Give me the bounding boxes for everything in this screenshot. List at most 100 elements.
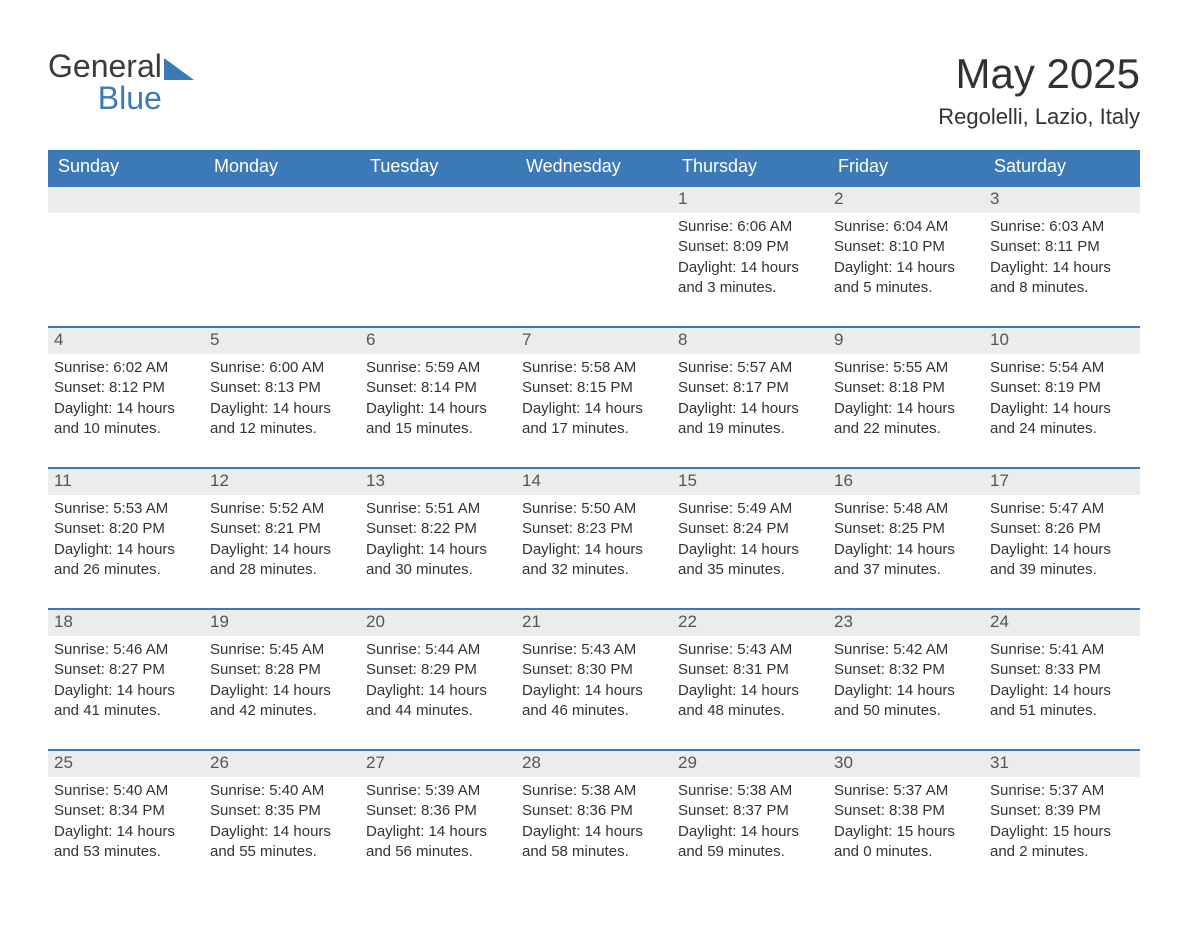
day-number: 17 xyxy=(984,467,1140,495)
day-number: 22 xyxy=(672,608,828,636)
sunset-text: Sunset: 8:09 PM xyxy=(678,237,822,257)
sunset-text: Sunset: 8:17 PM xyxy=(678,378,822,398)
calendar-cell: 26Sunrise: 5:40 AMSunset: 8:35 PMDayligh… xyxy=(204,749,360,890)
sunrise-text: Sunrise: 5:48 AM xyxy=(834,499,978,519)
day-number xyxy=(516,185,672,213)
day-number: 31 xyxy=(984,749,1140,777)
sunrise-text: Sunrise: 6:03 AM xyxy=(990,217,1134,237)
daylight-text: Daylight: 14 hours and 44 minutes. xyxy=(366,681,510,722)
daylight-text: Daylight: 14 hours and 5 minutes. xyxy=(834,258,978,299)
day-details: Sunrise: 5:37 AMSunset: 8:38 PMDaylight:… xyxy=(828,777,984,862)
day-number: 24 xyxy=(984,608,1140,636)
daylight-text: Daylight: 14 hours and 10 minutes. xyxy=(54,399,198,440)
sunrise-text: Sunrise: 5:41 AM xyxy=(990,640,1134,660)
sunrise-text: Sunrise: 5:58 AM xyxy=(522,358,666,378)
day-details: Sunrise: 5:51 AMSunset: 8:22 PMDaylight:… xyxy=(360,495,516,580)
day-number: 1 xyxy=(672,185,828,213)
day-number: 27 xyxy=(360,749,516,777)
calendar-cell: 5Sunrise: 6:00 AMSunset: 8:13 PMDaylight… xyxy=(204,326,360,467)
sunrise-text: Sunrise: 5:43 AM xyxy=(678,640,822,660)
sunrise-text: Sunrise: 5:40 AM xyxy=(54,781,198,801)
day-details: Sunrise: 5:43 AMSunset: 8:30 PMDaylight:… xyxy=(516,636,672,721)
sunrise-text: Sunrise: 6:06 AM xyxy=(678,217,822,237)
daylight-text: Daylight: 14 hours and 53 minutes. xyxy=(54,822,198,863)
daylight-text: Daylight: 14 hours and 24 minutes. xyxy=(990,399,1134,440)
sunrise-text: Sunrise: 6:02 AM xyxy=(54,358,198,378)
day-number: 23 xyxy=(828,608,984,636)
daylight-text: Daylight: 14 hours and 30 minutes. xyxy=(366,540,510,581)
day-details: Sunrise: 5:57 AMSunset: 8:17 PMDaylight:… xyxy=(672,354,828,439)
calendar-cell: 13Sunrise: 5:51 AMSunset: 8:22 PMDayligh… xyxy=(360,467,516,608)
calendar-week: 4Sunrise: 6:02 AMSunset: 8:12 PMDaylight… xyxy=(48,326,1140,467)
calendar-cell: 27Sunrise: 5:39 AMSunset: 8:36 PMDayligh… xyxy=(360,749,516,890)
day-details: Sunrise: 5:44 AMSunset: 8:29 PMDaylight:… xyxy=(360,636,516,721)
calendar-cell: 16Sunrise: 5:48 AMSunset: 8:25 PMDayligh… xyxy=(828,467,984,608)
daylight-text: Daylight: 14 hours and 50 minutes. xyxy=(834,681,978,722)
sunrise-text: Sunrise: 6:04 AM xyxy=(834,217,978,237)
day-details: Sunrise: 5:47 AMSunset: 8:26 PMDaylight:… xyxy=(984,495,1140,580)
day-number xyxy=(360,185,516,213)
sunset-text: Sunset: 8:27 PM xyxy=(54,660,198,680)
day-number: 5 xyxy=(204,326,360,354)
day-number: 14 xyxy=(516,467,672,495)
day-details: Sunrise: 6:03 AMSunset: 8:11 PMDaylight:… xyxy=(984,213,1140,298)
sunrise-text: Sunrise: 5:54 AM xyxy=(990,358,1134,378)
daylight-text: Daylight: 14 hours and 8 minutes. xyxy=(990,258,1134,299)
daylight-text: Daylight: 14 hours and 39 minutes. xyxy=(990,540,1134,581)
logo: General Blue xyxy=(48,50,194,114)
day-details: Sunrise: 5:46 AMSunset: 8:27 PMDaylight:… xyxy=(48,636,204,721)
day-details: Sunrise: 5:58 AMSunset: 8:15 PMDaylight:… xyxy=(516,354,672,439)
day-details: Sunrise: 5:39 AMSunset: 8:36 PMDaylight:… xyxy=(360,777,516,862)
day-details: Sunrise: 5:49 AMSunset: 8:24 PMDaylight:… xyxy=(672,495,828,580)
sunset-text: Sunset: 8:21 PM xyxy=(210,519,354,539)
sunrise-text: Sunrise: 5:37 AM xyxy=(990,781,1134,801)
calendar-week: 1Sunrise: 6:06 AMSunset: 8:09 PMDaylight… xyxy=(48,185,1140,326)
sunrise-text: Sunrise: 5:44 AM xyxy=(366,640,510,660)
sunset-text: Sunset: 8:36 PM xyxy=(522,801,666,821)
sunrise-text: Sunrise: 5:49 AM xyxy=(678,499,822,519)
day-number: 25 xyxy=(48,749,204,777)
day-details: Sunrise: 5:41 AMSunset: 8:33 PMDaylight:… xyxy=(984,636,1140,721)
day-number: 29 xyxy=(672,749,828,777)
sunrise-text: Sunrise: 6:00 AM xyxy=(210,358,354,378)
sunrise-text: Sunrise: 5:38 AM xyxy=(678,781,822,801)
daylight-text: Daylight: 14 hours and 41 minutes. xyxy=(54,681,198,722)
daylight-text: Daylight: 14 hours and 17 minutes. xyxy=(522,399,666,440)
weekday-header-row: Sunday Monday Tuesday Wednesday Thursday… xyxy=(48,150,1140,185)
day-number: 11 xyxy=(48,467,204,495)
sunset-text: Sunset: 8:30 PM xyxy=(522,660,666,680)
weekday-header: Sunday xyxy=(48,150,204,185)
day-details: Sunrise: 6:04 AMSunset: 8:10 PMDaylight:… xyxy=(828,213,984,298)
day-details: Sunrise: 5:38 AMSunset: 8:37 PMDaylight:… xyxy=(672,777,828,862)
calendar-cell: 14Sunrise: 5:50 AMSunset: 8:23 PMDayligh… xyxy=(516,467,672,608)
day-number: 30 xyxy=(828,749,984,777)
calendar-week: 11Sunrise: 5:53 AMSunset: 8:20 PMDayligh… xyxy=(48,467,1140,608)
day-number: 12 xyxy=(204,467,360,495)
sunrise-text: Sunrise: 5:45 AM xyxy=(210,640,354,660)
sunrise-text: Sunrise: 5:42 AM xyxy=(834,640,978,660)
sunset-text: Sunset: 8:18 PM xyxy=(834,378,978,398)
day-details: Sunrise: 5:40 AMSunset: 8:35 PMDaylight:… xyxy=(204,777,360,862)
day-number: 13 xyxy=(360,467,516,495)
sunset-text: Sunset: 8:28 PM xyxy=(210,660,354,680)
calendar-cell: 3Sunrise: 6:03 AMSunset: 8:11 PMDaylight… xyxy=(984,185,1140,326)
calendar-cell: 22Sunrise: 5:43 AMSunset: 8:31 PMDayligh… xyxy=(672,608,828,749)
calendar-cell: 1Sunrise: 6:06 AMSunset: 8:09 PMDaylight… xyxy=(672,185,828,326)
day-details: Sunrise: 5:55 AMSunset: 8:18 PMDaylight:… xyxy=(828,354,984,439)
day-number xyxy=(204,185,360,213)
daylight-text: Daylight: 14 hours and 55 minutes. xyxy=(210,822,354,863)
day-number: 9 xyxy=(828,326,984,354)
calendar-cell: 18Sunrise: 5:46 AMSunset: 8:27 PMDayligh… xyxy=(48,608,204,749)
sunset-text: Sunset: 8:12 PM xyxy=(54,378,198,398)
day-details: Sunrise: 6:06 AMSunset: 8:09 PMDaylight:… xyxy=(672,213,828,298)
day-details xyxy=(204,213,360,217)
day-details: Sunrise: 5:50 AMSunset: 8:23 PMDaylight:… xyxy=(516,495,672,580)
sunrise-text: Sunrise: 5:40 AM xyxy=(210,781,354,801)
sunrise-text: Sunrise: 5:59 AM xyxy=(366,358,510,378)
calendar-week: 25Sunrise: 5:40 AMSunset: 8:34 PMDayligh… xyxy=(48,749,1140,890)
calendar-cell: 4Sunrise: 6:02 AMSunset: 8:12 PMDaylight… xyxy=(48,326,204,467)
day-details: Sunrise: 5:59 AMSunset: 8:14 PMDaylight:… xyxy=(360,354,516,439)
sunset-text: Sunset: 8:13 PM xyxy=(210,378,354,398)
daylight-text: Daylight: 14 hours and 56 minutes. xyxy=(366,822,510,863)
sunrise-text: Sunrise: 5:47 AM xyxy=(990,499,1134,519)
